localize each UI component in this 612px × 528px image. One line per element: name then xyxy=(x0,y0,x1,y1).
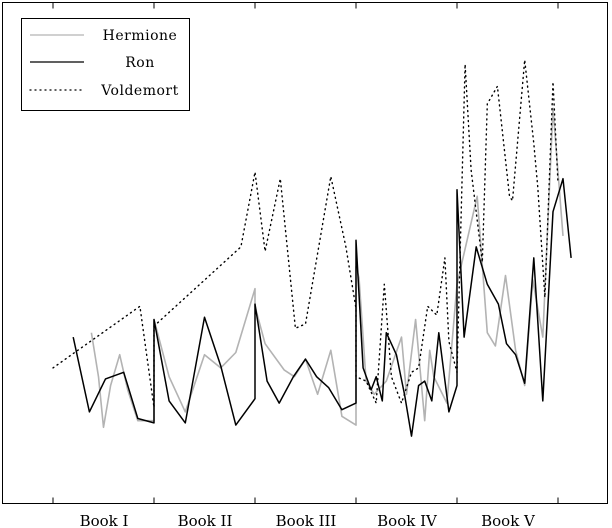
legend-label-ron: Ron xyxy=(125,55,155,71)
plot-frame xyxy=(2,2,608,504)
series-line-hermione xyxy=(90,107,564,429)
series-line-ron xyxy=(72,177,572,437)
legend: Hermione Ron Voldemort xyxy=(21,18,190,111)
x-axis-tick-labels: Book I Book II Book III Book IV Book V xyxy=(80,512,536,528)
tick-label-book-i: Book I xyxy=(80,512,129,528)
tick-label-book-iii: Book III xyxy=(276,512,337,528)
tick-label-book-v: Book V xyxy=(481,512,536,528)
legend-label-voldemort: Voldemort xyxy=(100,83,179,99)
x-axis-ticks xyxy=(52,2,559,504)
legend-label-hermione: Hermione xyxy=(103,28,178,44)
legend-box xyxy=(21,18,190,111)
series-layer xyxy=(52,59,572,437)
tick-label-book-ii: Book II xyxy=(178,512,233,528)
tick-label-book-iv: Book IV xyxy=(377,512,438,528)
series-line-voldemort xyxy=(52,59,559,409)
